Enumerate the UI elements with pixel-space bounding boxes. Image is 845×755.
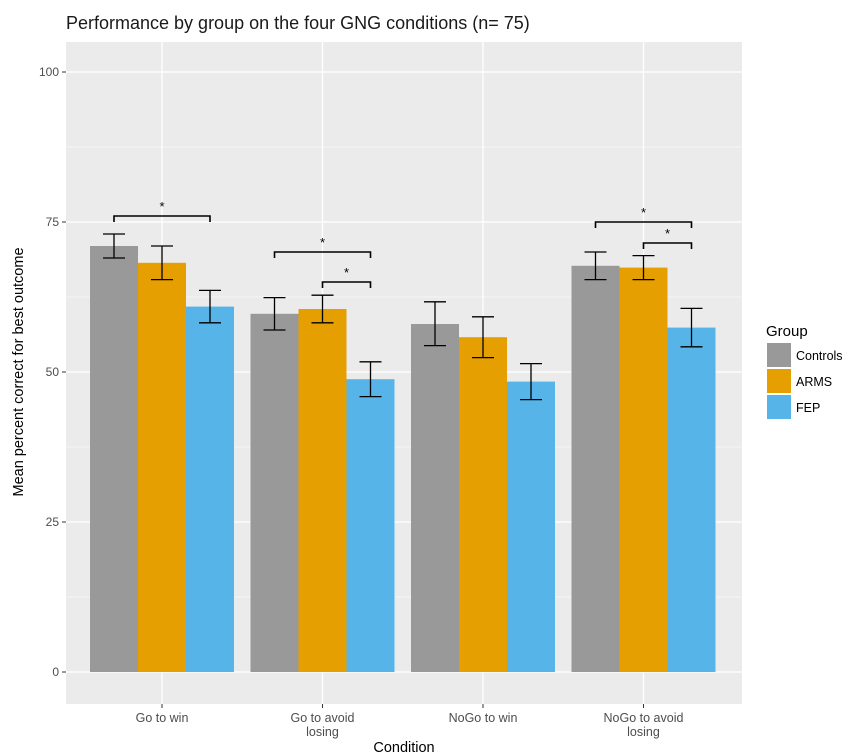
- significance-label: *: [641, 205, 646, 220]
- legend: Group Controls ARMS FEP: [766, 323, 843, 419]
- significance-label: *: [320, 235, 325, 250]
- bar-controls: [250, 313, 299, 672]
- legend-label-fep: FEP: [796, 401, 820, 415]
- legend-title: Group: [766, 323, 808, 340]
- error-bar: [311, 294, 334, 324]
- bar-fep: [507, 381, 555, 672]
- bar-arms: [459, 337, 507, 672]
- legend-swatch-fep: [767, 395, 791, 419]
- legend-swatch-arms: [767, 369, 791, 393]
- error-bar: [520, 362, 542, 401]
- legend-swatch-controls: [767, 343, 791, 367]
- error-bar: [632, 254, 655, 281]
- x-tick-label: Go to avoid losing: [291, 711, 355, 739]
- bar-arms: [138, 262, 186, 672]
- significance-brackets: * * * * *: [113, 199, 693, 288]
- error-bar: [359, 361, 382, 398]
- error-bar: [424, 301, 446, 347]
- significance-label: *: [159, 199, 164, 214]
- bar-arms: [619, 267, 668, 672]
- y-tick-label: 50: [46, 365, 60, 379]
- y-axis-ticks: 0 25 50 75 100: [39, 65, 66, 679]
- significance-bracket: [273, 251, 372, 258]
- significance-bracket: [642, 242, 693, 249]
- chart-title: Performance by group on the four GNG con…: [66, 13, 530, 33]
- significance-label: *: [665, 226, 670, 241]
- error-bar: [584, 251, 607, 281]
- x-tick-label: NoGo to win: [449, 711, 518, 725]
- y-tick-label: 0: [52, 665, 59, 679]
- x-axis-ticks: Go to win Go to avoid losing NoGo to win NoG…: [136, 704, 684, 739]
- x-axis-label: Condition: [373, 740, 434, 755]
- error-bar: [199, 289, 221, 324]
- significance-label: *: [344, 265, 349, 280]
- legend-label-controls: Controls: [796, 349, 843, 363]
- error-bars: [103, 233, 703, 401]
- bar-fep: [186, 306, 234, 672]
- bar-controls: [90, 246, 138, 672]
- bar-controls: [411, 324, 459, 672]
- y-tick-label: 25: [46, 515, 60, 529]
- error-bar: [263, 296, 286, 331]
- x-tick-label: Go to win: [136, 711, 189, 725]
- bar-fep: [346, 379, 395, 672]
- bar-controls: [571, 265, 620, 672]
- x-tick-label: NoGo to avoid losing: [604, 711, 684, 739]
- bar-fep: [667, 327, 716, 672]
- bar-arms: [298, 309, 347, 672]
- y-tick-label: 100: [39, 65, 59, 79]
- error-bar: [103, 233, 125, 259]
- y-axis-label: Mean percent correct for best outcome: [11, 247, 27, 496]
- significance-bracket: [594, 221, 693, 228]
- significance-bracket: [321, 281, 372, 288]
- error-bar: [472, 316, 494, 359]
- legend-label-arms: ARMS: [796, 375, 832, 389]
- significance-bracket: [113, 215, 211, 222]
- error-bar: [151, 245, 173, 281]
- error-bar: [680, 307, 703, 348]
- bars: [90, 246, 716, 672]
- y-tick-label: 75: [46, 215, 60, 229]
